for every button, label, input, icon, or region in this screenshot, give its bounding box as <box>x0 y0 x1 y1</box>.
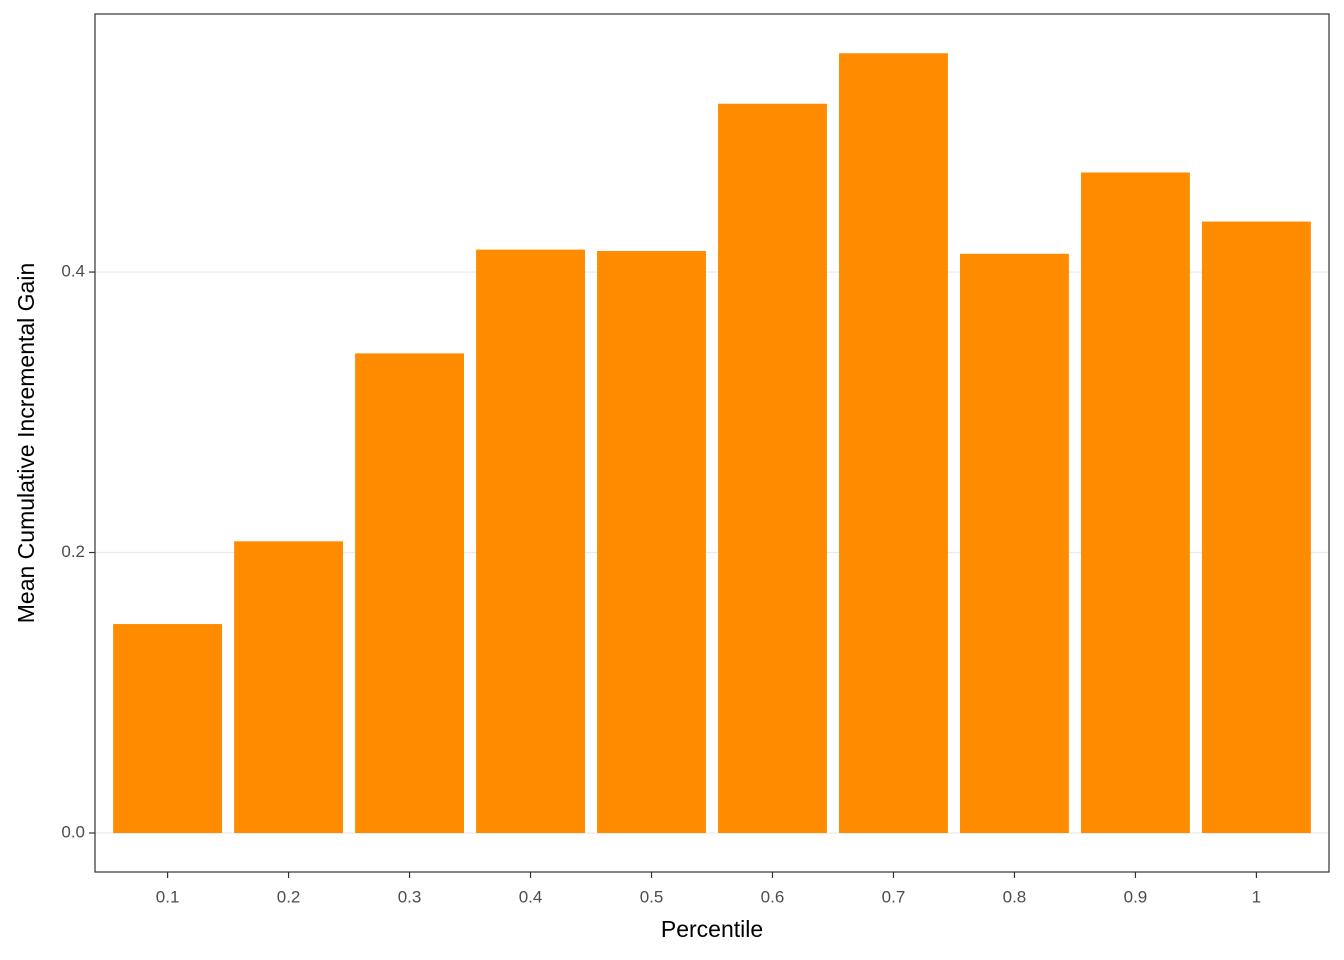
bar <box>234 541 344 834</box>
y-tick-label: 0.0 <box>61 822 85 841</box>
y-tick-label: 0.4 <box>61 262 85 281</box>
y-tick-label: 0.2 <box>61 542 85 561</box>
bar <box>960 253 1069 834</box>
y-axis-title: Mean Cumulative Incremental Gain <box>13 263 39 624</box>
bar <box>113 624 223 834</box>
bar <box>718 103 827 834</box>
bar <box>1080 172 1190 834</box>
bar <box>597 251 706 834</box>
panel-border <box>94 13 1330 873</box>
x-axis-title: Percentile <box>661 916 763 942</box>
x-tick-label: 1 <box>1252 887 1261 906</box>
x-tick-label: 0.7 <box>882 887 906 906</box>
x-tick-label: 0.5 <box>640 887 664 906</box>
x-tick-label: 0.8 <box>1003 887 1027 906</box>
x-tick-label: 0.4 <box>519 887 543 906</box>
bar <box>839 53 948 834</box>
bar <box>476 249 585 834</box>
x-tick-label: 0.9 <box>1124 887 1148 906</box>
x-tick-label: 0.3 <box>398 887 422 906</box>
x-tick-label: 0.2 <box>277 887 301 906</box>
x-tick-label: 0.1 <box>156 887 180 906</box>
bar <box>355 353 464 834</box>
x-tick-label: 0.6 <box>761 887 785 906</box>
bar <box>1201 221 1311 834</box>
